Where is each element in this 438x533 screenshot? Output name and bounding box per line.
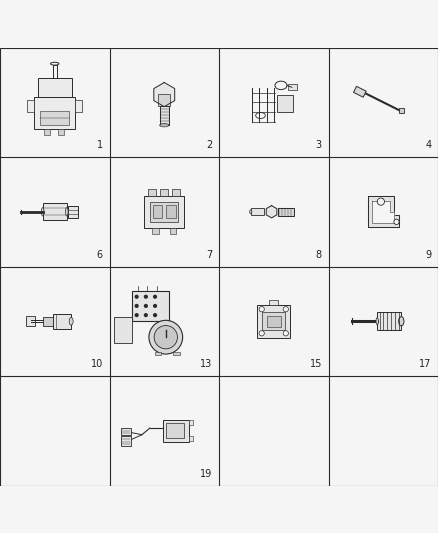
Bar [53,313,71,329]
Bar [189,420,193,425]
Bar [166,423,184,438]
Ellipse shape [65,207,68,216]
Bar [267,316,281,327]
Bar [269,300,278,305]
Bar [377,312,401,330]
Bar [399,108,404,113]
Bar [58,129,64,135]
Bar [278,208,294,216]
Text: 19: 19 [200,469,212,479]
Text: 3: 3 [316,140,322,150]
Circle shape [377,198,385,205]
Ellipse shape [250,210,252,214]
Text: 17: 17 [419,359,431,369]
Bar [160,189,168,196]
Circle shape [154,295,156,298]
Text: 8: 8 [316,250,322,260]
Bar [68,206,78,218]
Circle shape [259,306,265,312]
Bar [163,419,189,442]
Ellipse shape [376,318,378,325]
Ellipse shape [399,317,404,326]
Bar [75,100,82,112]
Circle shape [283,330,288,336]
Bar [42,204,67,220]
Circle shape [145,314,147,317]
Bar [262,312,285,330]
Bar [170,228,176,233]
Bar [189,436,193,441]
Circle shape [154,304,156,308]
Ellipse shape [69,318,73,325]
Circle shape [259,330,265,336]
Circle shape [154,326,177,349]
Circle shape [145,295,147,298]
Text: 2: 2 [206,140,212,150]
Circle shape [145,304,147,308]
Bar [144,196,184,228]
Text: 7: 7 [206,250,212,260]
Bar [159,106,169,125]
Polygon shape [372,201,394,223]
Text: 15: 15 [310,359,322,369]
Text: 10: 10 [91,359,103,369]
Circle shape [149,320,183,354]
Bar [121,428,131,435]
Circle shape [283,306,288,312]
Polygon shape [367,196,399,228]
Bar [257,305,290,338]
Bar [38,78,71,98]
Bar [132,290,169,321]
Polygon shape [154,83,175,107]
Text: 13: 13 [200,359,212,369]
Circle shape [154,314,156,317]
Bar [155,352,161,355]
Bar [152,228,159,233]
Ellipse shape [41,207,44,216]
Bar [148,189,156,196]
Text: 1: 1 [97,140,103,150]
Bar [44,129,50,135]
Bar [121,436,131,446]
Bar [114,317,132,343]
Circle shape [394,219,399,224]
Bar [150,202,179,222]
Circle shape [135,304,138,308]
Bar [42,317,53,326]
Bar [27,100,34,112]
Text: 4: 4 [425,140,431,150]
Bar [277,95,293,112]
Bar [153,205,162,219]
Bar [34,98,75,129]
Text: 6: 6 [97,250,103,260]
Bar [353,86,366,97]
Polygon shape [266,206,277,218]
Bar [26,317,35,326]
Bar [173,352,180,355]
Bar [288,84,297,90]
Bar [158,94,170,106]
Circle shape [135,295,138,298]
Bar [251,208,264,215]
Bar [166,205,176,219]
Text: 9: 9 [425,250,431,260]
Bar [40,111,69,125]
Ellipse shape [159,124,169,127]
Circle shape [135,314,138,317]
Bar [173,189,180,196]
Ellipse shape [50,62,59,65]
